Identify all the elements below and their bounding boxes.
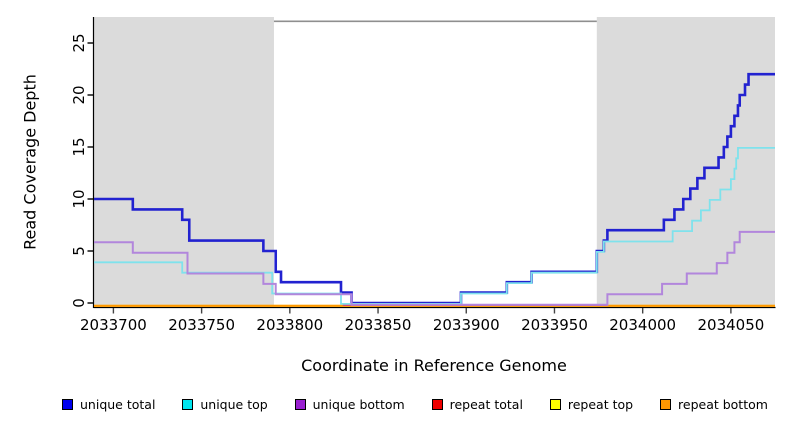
legend-item-label: unique top — [200, 397, 268, 412]
legend-swatch — [182, 399, 194, 410]
y-tick-label: 20 — [70, 85, 88, 104]
x-tick-label: 2034000 — [609, 316, 676, 334]
legend-item-label: repeat top — [567, 397, 634, 412]
series-unique-bottom — [94, 230, 775, 306]
x-tick-label: 2033800 — [256, 316, 323, 334]
y-tick-label: 15 — [70, 137, 88, 156]
y-tick-label: 10 — [70, 189, 88, 208]
legend-item-label: repeat total — [449, 397, 523, 412]
left-shaded-region — [94, 17, 274, 307]
x-axis-title: Coordinate in Reference Genome — [301, 356, 567, 375]
x-tick-label: 2033700 — [80, 316, 147, 334]
series-unique-top — [94, 147, 775, 305]
legend-swatch — [549, 399, 561, 410]
y-tick-label: 5 — [70, 246, 88, 256]
y-axis-title: Read Coverage Depth — [20, 74, 40, 250]
legend-item-unique-total: unique total — [62, 397, 155, 412]
x-tick-label: 2033950 — [521, 316, 588, 334]
legend-item-repeat-total: repeat total — [431, 397, 523, 412]
x-tick-label: 2033750 — [168, 316, 235, 334]
legend-item-label: unique bottom — [312, 397, 405, 412]
legend-item-label: unique total — [80, 397, 156, 412]
legend-item-label: repeat bottom — [678, 397, 768, 412]
legend-swatch — [294, 399, 306, 410]
series-unique-total — [94, 72, 775, 305]
legend-swatch — [431, 399, 443, 410]
y-tick-label: 25 — [70, 33, 88, 52]
legend-item-repeat-top: repeat top — [549, 397, 634, 412]
x-tick-label: 2033900 — [433, 316, 500, 334]
right-shaded-region — [596, 17, 775, 307]
legend: unique total unique top unique bottom repea… — [62, 397, 768, 412]
legend-item-repeat-bottom: repeat bottom — [660, 397, 768, 412]
legend-item-unique-top: unique top — [182, 397, 268, 412]
x-tick-label: 2033850 — [345, 316, 412, 334]
legend-item-unique-bottom: unique bottom — [294, 397, 405, 412]
y-tick-label: 0 — [70, 298, 88, 308]
legend-swatch — [62, 399, 73, 410]
x-tick-label: 2034050 — [697, 316, 764, 334]
legend-swatch — [660, 399, 672, 410]
